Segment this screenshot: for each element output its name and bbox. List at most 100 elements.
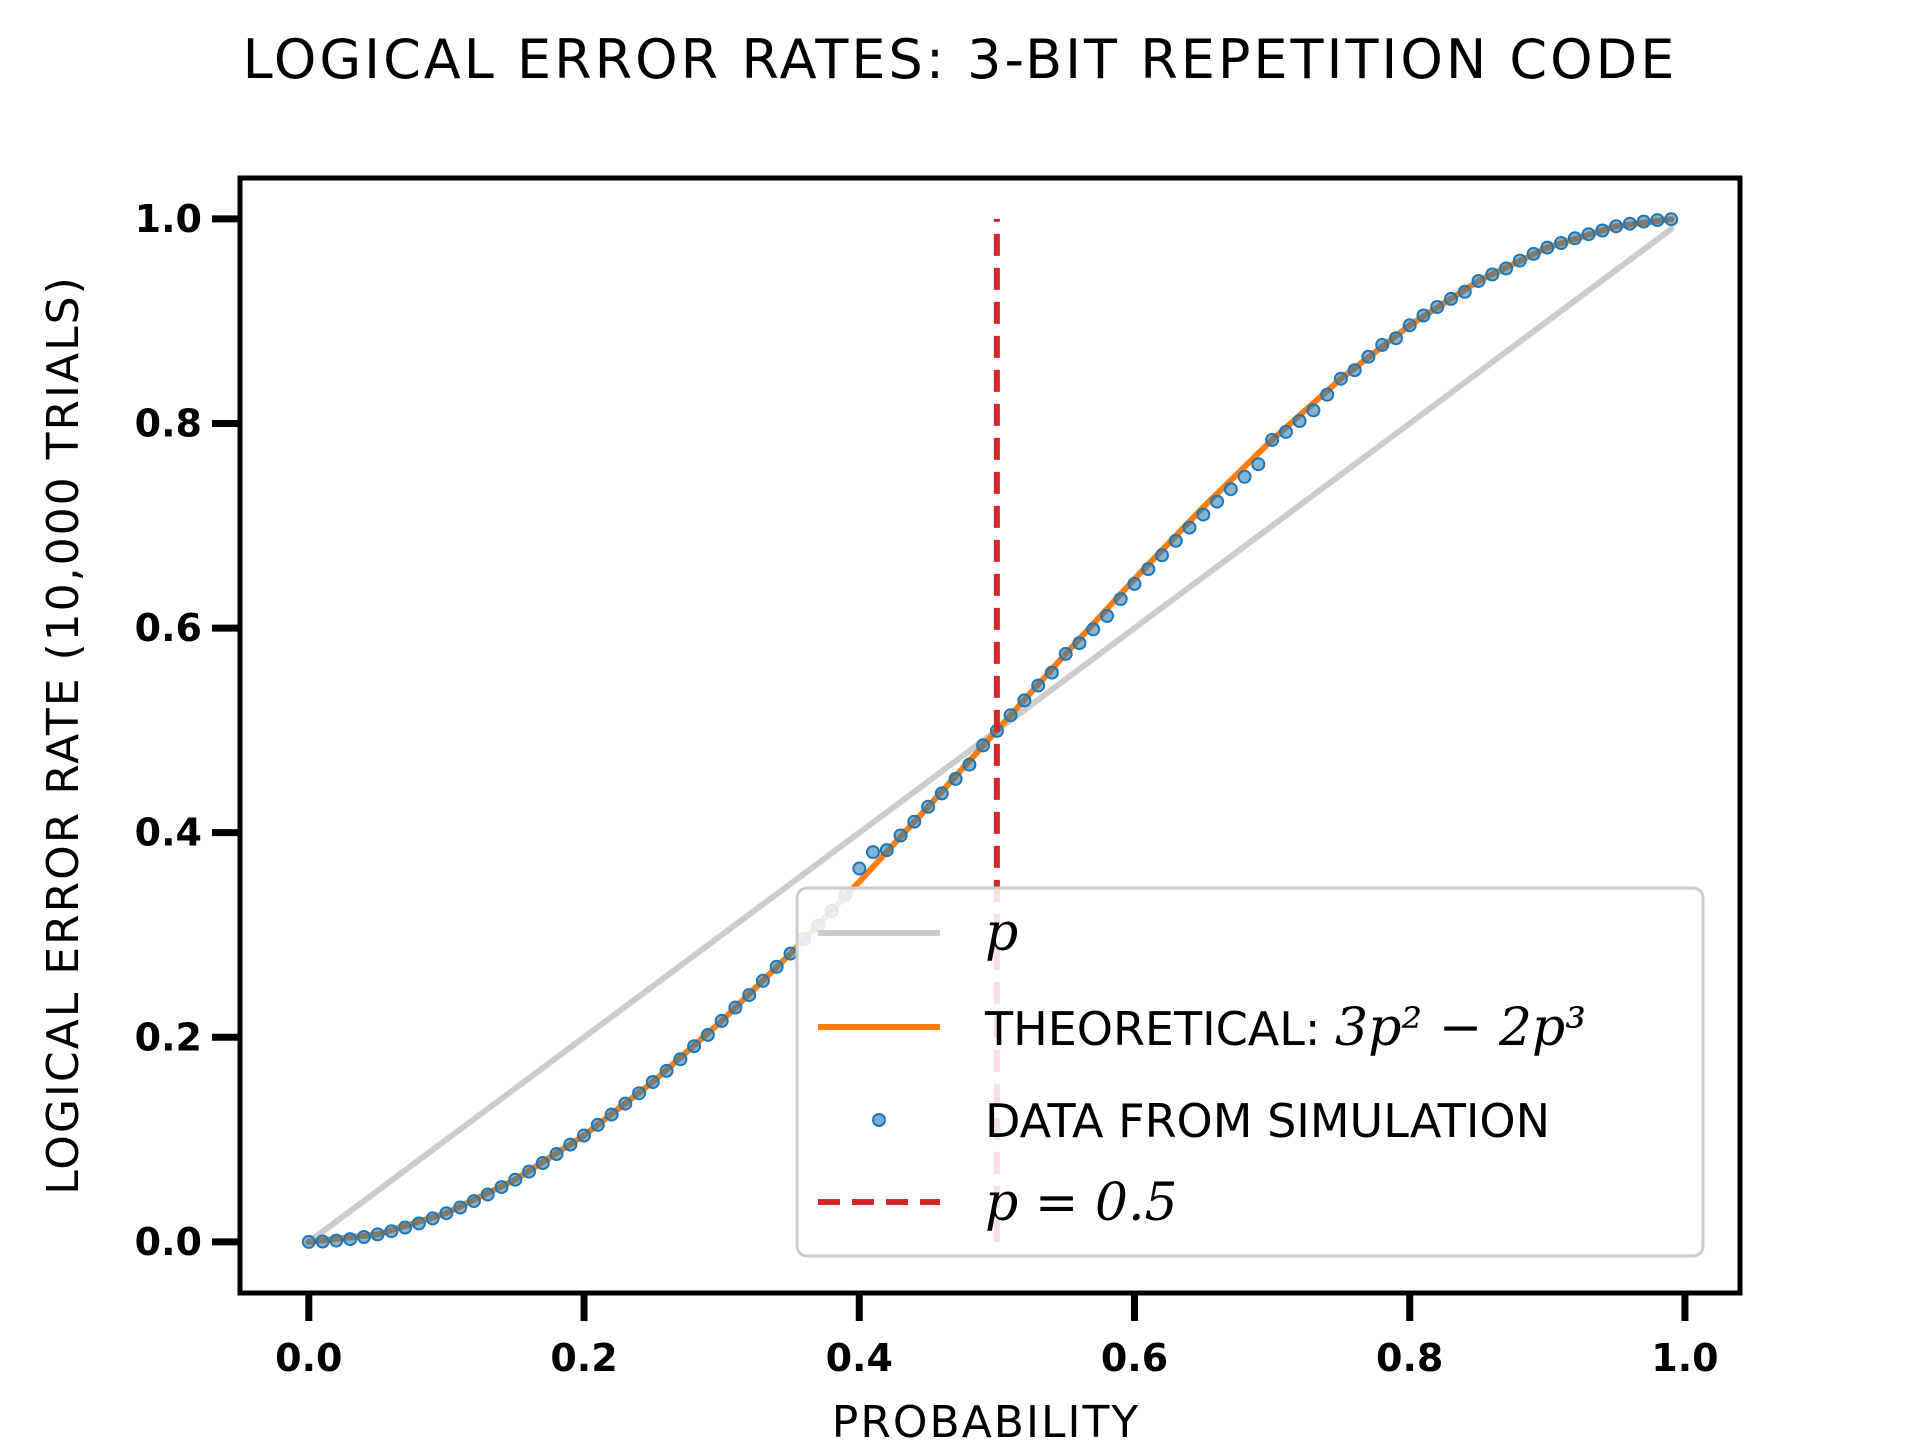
y-tick-label: 1.0 bbox=[135, 197, 202, 241]
sim-point bbox=[618, 1096, 633, 1111]
sim-point bbox=[1389, 331, 1403, 346]
sim-point bbox=[1210, 494, 1225, 509]
sim-point bbox=[1127, 576, 1142, 591]
sim-point bbox=[1664, 212, 1679, 227]
legend: p THEORETICAL: 3p² − 2p³ DATA FROM SIMUL… bbox=[795, 886, 1705, 1258]
sim-point bbox=[411, 1216, 426, 1231]
sim-point bbox=[301, 1234, 316, 1249]
sim-point bbox=[1444, 291, 1458, 306]
legend-box bbox=[795, 886, 1705, 1258]
plot-border bbox=[237, 175, 1743, 1296]
sim-point bbox=[1003, 708, 1018, 723]
sim-point bbox=[604, 1107, 619, 1122]
sim-point bbox=[1554, 236, 1569, 250]
y-tick-label: 0.2 bbox=[135, 1015, 202, 1059]
y-axis-label: LOGICAL ERROR RATE (10,000 TRIALS) bbox=[38, 275, 89, 1195]
sim-point bbox=[1485, 267, 1500, 282]
sim-point bbox=[1430, 300, 1445, 314]
sim-point bbox=[1375, 337, 1390, 352]
legend-theory-text: THEORETICAL: bbox=[984, 1002, 1335, 1056]
series-layer bbox=[301, 212, 1679, 1249]
y-tick-label: 0.4 bbox=[135, 811, 202, 855]
sim-point bbox=[1058, 646, 1073, 661]
sim-point bbox=[632, 1086, 647, 1101]
x-tick-label: 1.0 bbox=[1651, 1336, 1718, 1380]
sim-point bbox=[1182, 520, 1197, 535]
legend-label-vline: p = 0.5 bbox=[985, 1173, 1178, 1233]
sim-point bbox=[893, 828, 908, 843]
sim-point bbox=[1361, 349, 1376, 364]
sim-point bbox=[976, 738, 991, 753]
sim-point bbox=[1416, 308, 1431, 323]
sim-point bbox=[1237, 469, 1252, 484]
y-tick-label: 0.8 bbox=[135, 402, 202, 446]
sim-point bbox=[590, 1117, 605, 1132]
sim-point bbox=[1031, 678, 1046, 693]
sim-point bbox=[645, 1075, 660, 1089]
sim-point bbox=[1622, 216, 1637, 231]
sim-point bbox=[370, 1227, 385, 1242]
sim-point bbox=[535, 1156, 550, 1170]
sim-point bbox=[1595, 223, 1610, 238]
sim-point bbox=[1320, 387, 1335, 402]
sim-point bbox=[1636, 214, 1651, 229]
sim-point bbox=[1196, 507, 1211, 522]
chart-title: LOGICAL ERROR RATES: 3-BIT REPETITION CO… bbox=[243, 28, 1678, 91]
sim-point bbox=[343, 1232, 358, 1247]
sim-point bbox=[1292, 414, 1307, 428]
sim-point bbox=[1333, 371, 1348, 386]
sim-point bbox=[1265, 432, 1280, 447]
sim-point bbox=[728, 1000, 743, 1015]
sim-point bbox=[1168, 533, 1183, 548]
sim-point bbox=[1581, 227, 1596, 242]
sim-point bbox=[1609, 219, 1624, 234]
sim-point bbox=[315, 1234, 330, 1249]
x-tick-label: 0.2 bbox=[550, 1336, 617, 1380]
legend-label-theory: THEORETICAL: 3p² − 2p³ bbox=[984, 998, 1586, 1058]
sim-point bbox=[453, 1200, 468, 1215]
sim-point bbox=[755, 973, 770, 988]
sim-point bbox=[1306, 403, 1321, 418]
sim-point bbox=[522, 1164, 536, 1179]
sim-point bbox=[1223, 482, 1238, 497]
sim-point bbox=[425, 1211, 440, 1226]
sim-point bbox=[1540, 240, 1555, 255]
sim-point bbox=[921, 799, 936, 814]
sim-point bbox=[1499, 261, 1514, 276]
sim-point bbox=[466, 1194, 481, 1209]
sim-point bbox=[439, 1206, 454, 1221]
series-data-from-simulation bbox=[301, 212, 1679, 1249]
sim-point bbox=[1086, 622, 1101, 637]
y-axis-ticks: 0.0 0.2 0.4 0.6 0.8 1.0 bbox=[135, 197, 240, 1264]
legend-swatch-sim bbox=[872, 1113, 886, 1127]
sim-point bbox=[356, 1230, 371, 1244]
sim-point bbox=[329, 1233, 344, 1248]
sim-point bbox=[1155, 548, 1169, 563]
sim-point bbox=[494, 1180, 509, 1195]
sim-point bbox=[1402, 318, 1417, 333]
sim-point bbox=[742, 988, 757, 1003]
sim-point bbox=[1567, 231, 1582, 246]
sim-point bbox=[1347, 363, 1362, 378]
legend-theory-formula: 3p² − 2p³ bbox=[1335, 998, 1586, 1058]
sim-point bbox=[1044, 665, 1059, 680]
sim-point bbox=[549, 1147, 564, 1161]
sim-point bbox=[1650, 213, 1665, 228]
x-axis-label: PROBABILITY bbox=[832, 1397, 1140, 1440]
sim-point bbox=[1113, 592, 1128, 607]
sim-point bbox=[687, 1039, 702, 1054]
sim-point bbox=[384, 1224, 399, 1239]
sim-point bbox=[1141, 562, 1156, 577]
sim-point bbox=[398, 1220, 413, 1235]
sim-point bbox=[508, 1172, 523, 1187]
plot-frame bbox=[237, 175, 1743, 1296]
sim-point bbox=[1251, 457, 1266, 472]
sim-point bbox=[907, 814, 922, 829]
sim-point bbox=[866, 845, 880, 860]
sim-point bbox=[769, 959, 784, 974]
sim-point bbox=[948, 771, 963, 786]
legend-label-p: p bbox=[985, 903, 1018, 963]
sim-point bbox=[879, 843, 894, 858]
sim-point bbox=[714, 1013, 729, 1028]
